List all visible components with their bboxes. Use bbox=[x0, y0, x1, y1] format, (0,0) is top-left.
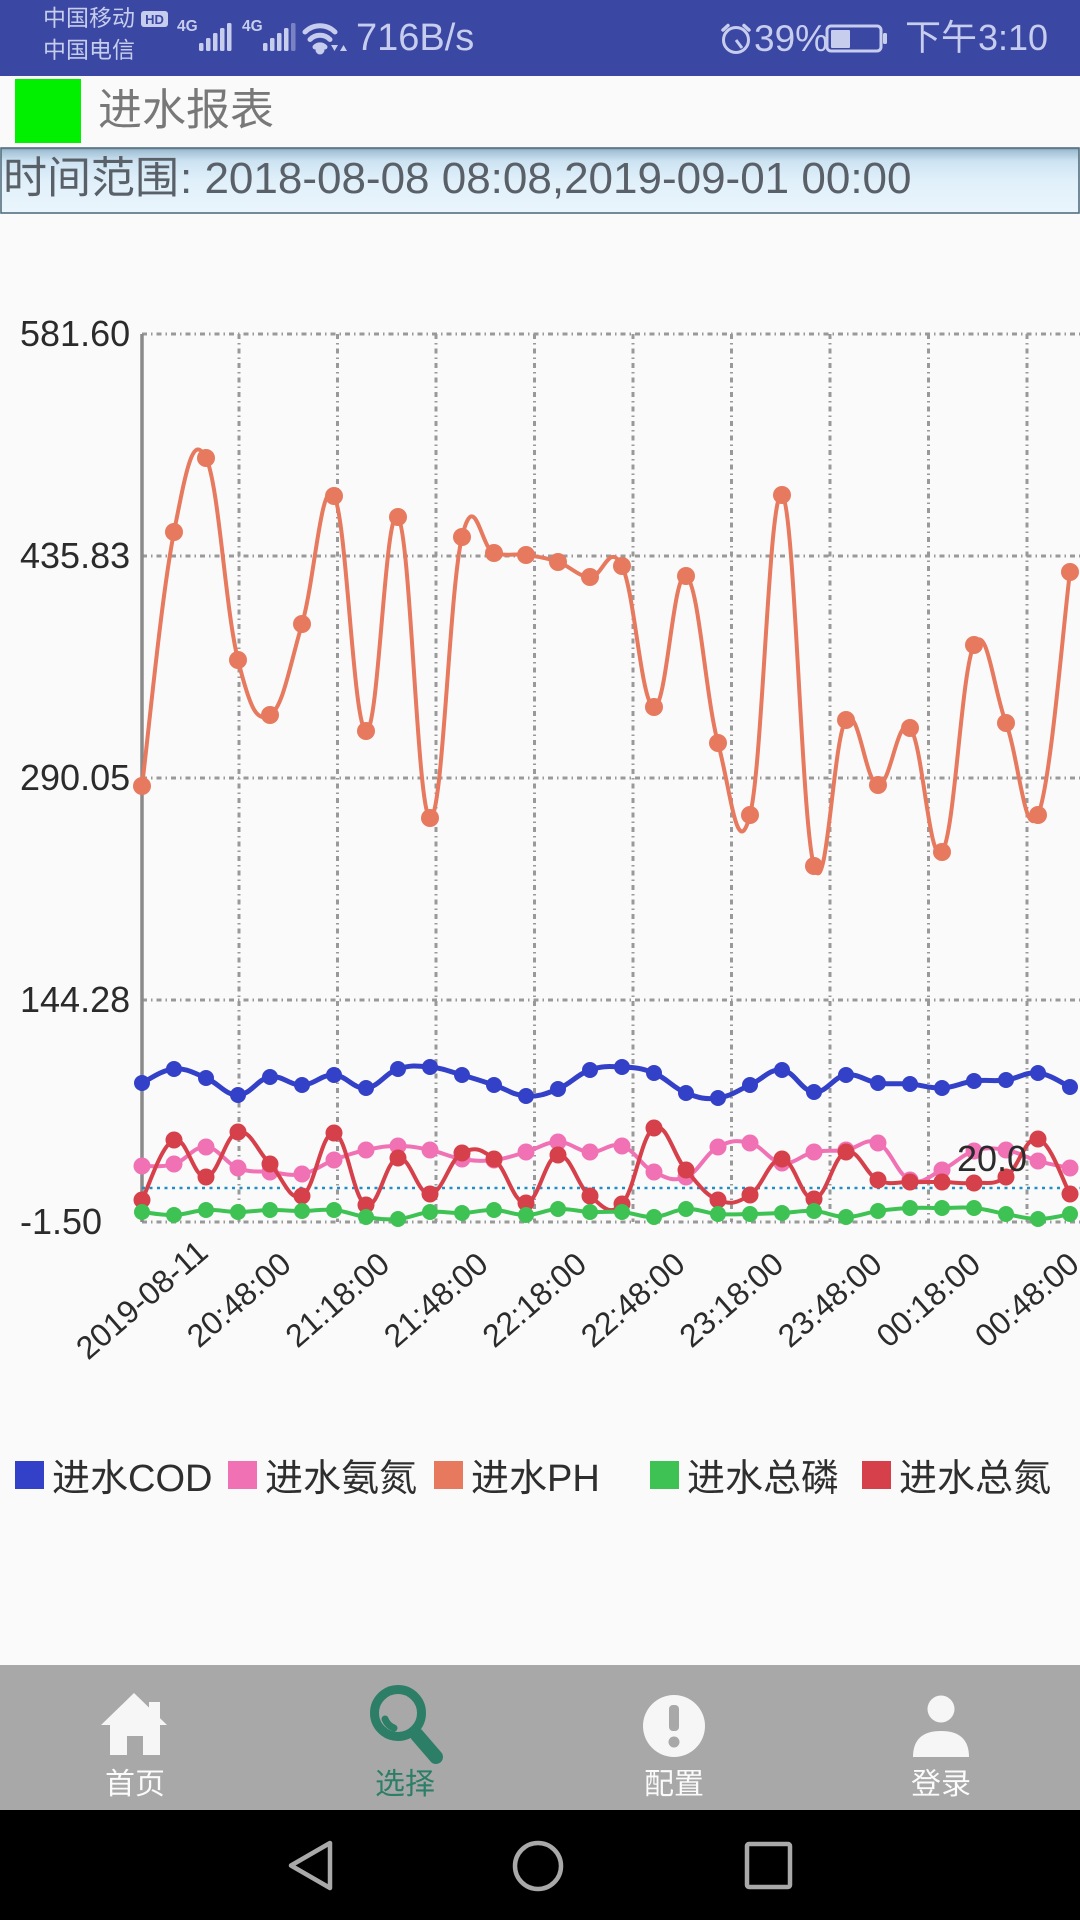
svg-text:3:10: 3:10 bbox=[978, 17, 1048, 58]
svg-text:144.28: 144.28 bbox=[20, 979, 130, 1020]
svg-text:: 2018-08-08 08:08,2019-09-01: : 2018-08-08 08:08,2019-09-01 00:00 bbox=[180, 154, 911, 203]
svg-text:581.60: 581.60 bbox=[20, 313, 130, 354]
svg-text:-1.50: -1.50 bbox=[20, 1201, 102, 1242]
svg-text:HD: HD bbox=[145, 12, 164, 27]
svg-text:435.83: 435.83 bbox=[20, 535, 130, 576]
svg-text:39%: 39% bbox=[754, 18, 828, 59]
svg-text:20.0: 20.0 bbox=[957, 1138, 1027, 1179]
svg-text:4G: 4G bbox=[242, 18, 263, 35]
svg-text:PH: PH bbox=[547, 1458, 600, 1500]
svg-text:290.05: 290.05 bbox=[20, 757, 130, 798]
svg-text:COD: COD bbox=[128, 1458, 212, 1500]
svg-text:716B/s: 716B/s bbox=[356, 17, 474, 59]
svg-text:4G: 4G bbox=[177, 18, 198, 35]
